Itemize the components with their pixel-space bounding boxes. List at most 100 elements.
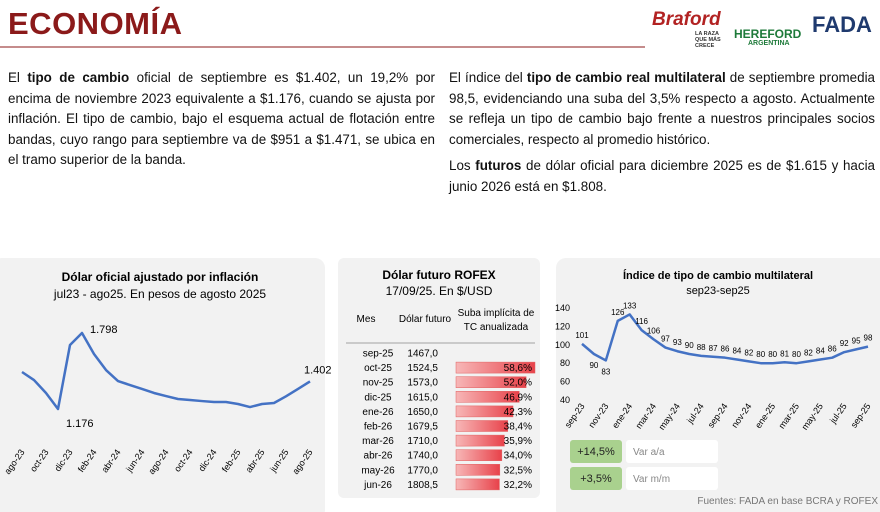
data-label: 80 (756, 350, 765, 359)
table-cell: 38,4% (504, 422, 532, 433)
table-cell: feb-26 (364, 422, 393, 433)
table-cell: 32,2% (504, 480, 532, 491)
data-label: 101 (575, 331, 589, 340)
paragraph: El índice del tipo de cambio real multil… (449, 68, 875, 150)
table-cell: 32,5% (504, 465, 532, 476)
data-label: 106 (647, 326, 661, 335)
paragraph: El tipo de cambio oficial de septiembre … (8, 68, 435, 171)
logo-braford: Braford (652, 9, 721, 30)
data-label: 93 (673, 338, 682, 347)
data-label: 133 (623, 301, 637, 310)
logo-hereford-sub: ARGENTINA (748, 40, 790, 47)
bar (455, 361, 536, 374)
bold-text: tipo de cambio real multilateral (526, 70, 726, 85)
table-subtitle: 17/09/25. En $/USD (386, 284, 493, 298)
table-cell: 1679,5 (407, 422, 438, 433)
right-text: El índice del tipo de cambio real multil… (449, 68, 875, 203)
table-cell: 1524,5 (407, 363, 438, 374)
data-label: 84 (816, 347, 825, 356)
table-cell: nov-25 (363, 378, 394, 389)
logo-braford-tag: LA RAZA QUE MÁS CRECE (695, 31, 721, 49)
source: Fuentes: FADA en base BCRA y ROFEX (697, 496, 878, 507)
table-cell: 58,6% (504, 363, 532, 374)
data-label: 92 (840, 339, 849, 348)
bar (455, 478, 500, 491)
text: El índice del (449, 70, 527, 85)
text: El (8, 70, 28, 85)
text: Los (449, 158, 476, 173)
text: de dólar oficial para diciembre 2025 es … (449, 158, 875, 194)
table-header: Suba implícita de TC anualizada (457, 308, 535, 333)
chart-title: Índice de tipo de cambio multilateral (623, 269, 813, 282)
table-cell: may-26 (361, 465, 395, 476)
table-cell: 1573,0 (407, 378, 438, 389)
data-label: 86 (828, 345, 837, 354)
data-label: 88 (697, 343, 706, 352)
data-label: 1.176 (66, 418, 94, 430)
indicator-value: +3,5% (580, 473, 612, 485)
logo-fada: FADA (812, 12, 872, 37)
bar (455, 405, 514, 418)
data-label: 81 (780, 349, 789, 358)
data-label: 95 (852, 336, 861, 345)
paragraph: Los futuros de dólar oficial para diciem… (449, 156, 875, 197)
table-cell: 1808,5 (407, 480, 438, 491)
data-label: 1.798 (90, 324, 118, 336)
indicator-label: Var a/a (633, 447, 665, 458)
table-cell: 42,3% (504, 407, 532, 418)
data-label: 90 (685, 341, 694, 350)
indicator-box (626, 440, 718, 463)
table-cell: abr-26 (364, 451, 393, 462)
data-label: 116 (635, 317, 648, 326)
indicator-value: +14,5% (577, 446, 615, 458)
data-label: 87 (709, 344, 718, 353)
data-label: 98 (864, 334, 873, 343)
data-label: 80 (768, 350, 777, 359)
table-cell: sep-25 (363, 349, 394, 360)
table-cell: oct-25 (364, 363, 392, 374)
table-cell: 1770,0 (407, 465, 438, 476)
text: oficial de septiembre es $1.402, un 19,2… (8, 70, 435, 167)
table-cell: 1650,0 (407, 407, 438, 418)
data-label: 82 (804, 348, 813, 357)
data-label: 80 (792, 350, 801, 359)
data-label: 83 (601, 367, 610, 376)
table-cell: 35,9% (504, 436, 532, 447)
indicator-box (570, 440, 622, 463)
data-label: 97 (661, 335, 670, 344)
text: de septiembre promedia 98,5, evidenciand… (449, 70, 875, 147)
bold-text: futuros (475, 158, 522, 173)
y-tick-label: 80 (560, 358, 570, 368)
table-cell: 46,9% (504, 392, 532, 403)
line (21, 331, 311, 411)
data-label: 86 (721, 345, 730, 354)
indicator-box (626, 467, 718, 490)
indicator-label: Var m/m (633, 474, 670, 485)
data-label: 126 (611, 308, 625, 317)
page-title: ECONOMÍA (8, 6, 183, 41)
data-label: 1.402 (304, 364, 332, 376)
y-tick-label: 120 (555, 321, 570, 331)
y-tick-label: 100 (555, 340, 570, 350)
bar (455, 420, 509, 432)
chart-subtitle: jul23 - ago25. En pesos de agosto 2025 (53, 287, 266, 301)
table-cell: 1740,0 (407, 451, 438, 462)
logo-hereford: HEREFORD (734, 27, 802, 41)
bar (455, 376, 527, 388)
table-cell: 1615,0 (407, 392, 438, 403)
y-tick-label: 40 (560, 395, 570, 405)
line (581, 313, 869, 365)
table-cell: 1710,0 (407, 436, 438, 447)
chart-title: Dólar oficial ajustado por inflación (62, 270, 259, 284)
bar (455, 391, 520, 403)
chart-subtitle: sep23-sep25 (686, 285, 750, 297)
data-label: 82 (744, 348, 753, 357)
table-cell: jun-26 (363, 480, 392, 491)
table-title: Dólar futuro ROFEX (382, 268, 495, 282)
bar (455, 464, 501, 476)
table-header: Dólar futuro (398, 314, 452, 325)
panel (0, 258, 325, 512)
table-cell: 1467,0 (407, 349, 438, 360)
